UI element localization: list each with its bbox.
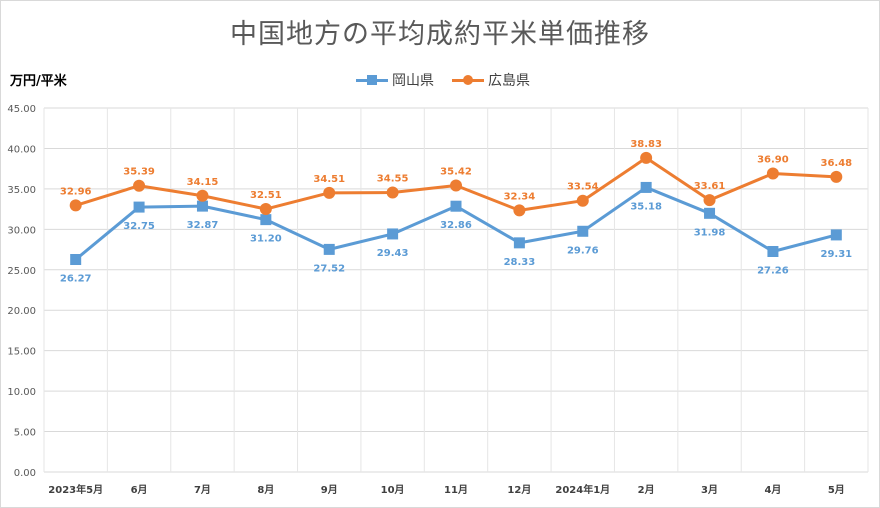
data-label: 29.31 — [820, 249, 852, 260]
x-tick-label: 2023年5月 — [48, 483, 103, 496]
data-label: 32.51 — [250, 190, 282, 201]
data-label: 31.20 — [250, 234, 282, 245]
data-point-square-marker — [133, 201, 145, 213]
data-point-circle-marker — [133, 179, 146, 192]
y-tick-label: 5.00 — [14, 428, 36, 439]
data-label: 34.55 — [377, 174, 409, 185]
x-tick-label: 5月 — [828, 484, 845, 496]
x-tick-label: 6月 — [131, 484, 148, 496]
data-point-square-marker — [323, 243, 335, 255]
data-point-circle-marker — [513, 204, 526, 217]
data-point-circle-marker — [69, 199, 82, 212]
data-label: 31.98 — [694, 227, 726, 238]
legend-item-okayama: 岡山県 — [356, 70, 434, 90]
data-label: 32.86 — [440, 220, 472, 231]
legend-item-hiroshima: 広島県 — [452, 70, 530, 90]
data-point-square-marker — [70, 254, 82, 266]
data-label: 29.76 — [567, 245, 599, 256]
y-tick-label: 40.00 — [7, 144, 36, 155]
data-point-circle-marker — [703, 194, 716, 207]
y-tick-label: 15.00 — [7, 347, 36, 358]
data-label: 27.26 — [757, 265, 789, 276]
legend-label-hiroshima: 広島県 — [488, 73, 530, 89]
x-tick-label: 4月 — [764, 484, 781, 496]
x-tick-label: 3月 — [701, 484, 718, 496]
y-tick-label: 10.00 — [7, 387, 36, 398]
legend: 岡山県 広島県 — [356, 70, 548, 90]
data-point-circle-marker — [766, 167, 779, 180]
data-label: 26.27 — [60, 274, 92, 285]
y-tick-label: 35.00 — [7, 185, 36, 196]
data-label: 28.33 — [504, 257, 536, 268]
data-label: 33.61 — [694, 181, 726, 192]
data-label: 32.87 — [187, 220, 219, 231]
data-label: 32.34 — [504, 191, 536, 202]
data-point-circle-marker — [386, 186, 399, 199]
x-tick-label: 7月 — [194, 484, 211, 496]
data-label: 35.39 — [123, 167, 155, 178]
data-label: 36.90 — [757, 155, 789, 166]
x-tick-label: 2月 — [638, 484, 655, 496]
legend-circle-marker-icon — [463, 75, 473, 85]
data-point-square-marker — [513, 237, 525, 249]
data-point-square-marker — [830, 229, 842, 241]
x-tick-label: 8月 — [257, 484, 274, 496]
data-label: 34.51 — [313, 174, 345, 185]
data-label: 38.83 — [630, 139, 662, 150]
y-tick-label: 45.00 — [7, 104, 36, 115]
legend-swatch-okayama — [356, 74, 388, 86]
data-label: 33.54 — [567, 182, 599, 193]
data-point-square-marker — [640, 181, 652, 193]
data-point-square-marker — [704, 207, 716, 219]
data-point-circle-marker — [450, 179, 462, 192]
data-label: 36.48 — [820, 158, 852, 169]
data-point-square-marker — [196, 200, 208, 212]
data-label: 35.18 — [630, 201, 662, 212]
legend-square-marker-icon — [367, 75, 377, 85]
data-point-square-marker — [260, 214, 272, 226]
data-point-square-marker — [450, 200, 462, 212]
y-tick-label: 25.00 — [7, 266, 36, 277]
legend-swatch-hiroshima — [452, 74, 484, 86]
data-point-circle-marker — [830, 170, 843, 183]
y-tick-label: 0.00 — [14, 468, 36, 479]
data-point-circle-marker — [196, 189, 209, 202]
x-tick-label: 9月 — [321, 484, 338, 496]
data-point-square-marker — [577, 225, 589, 237]
y-axis-unit-label: 万円/平米 — [10, 74, 67, 89]
data-point-circle-marker — [323, 186, 336, 199]
data-point-square-marker — [767, 245, 779, 257]
data-label: 29.43 — [377, 248, 409, 259]
data-point-circle-marker — [640, 151, 653, 164]
chart-title: 中国地方の平均成約平米単価推移 — [230, 19, 650, 50]
y-tick-label: 30.00 — [7, 225, 36, 236]
legend-label-okayama: 岡山県 — [392, 73, 434, 89]
x-tick-label: 12月 — [507, 484, 531, 496]
data-point-square-marker — [387, 228, 399, 240]
data-label: 34.15 — [187, 177, 219, 188]
data-point-circle-marker — [576, 194, 589, 207]
data-label: 27.52 — [313, 263, 345, 274]
data-label: 32.75 — [123, 221, 155, 232]
data-label: 32.96 — [60, 186, 92, 197]
y-tick-label: 20.00 — [7, 306, 36, 317]
data-point-circle-marker — [259, 203, 272, 216]
x-tick-label: 10月 — [381, 484, 405, 496]
x-tick-label: 2024年1月 — [555, 483, 610, 496]
data-label: 35.42 — [440, 166, 472, 177]
x-tick-label: 11月 — [444, 484, 468, 496]
